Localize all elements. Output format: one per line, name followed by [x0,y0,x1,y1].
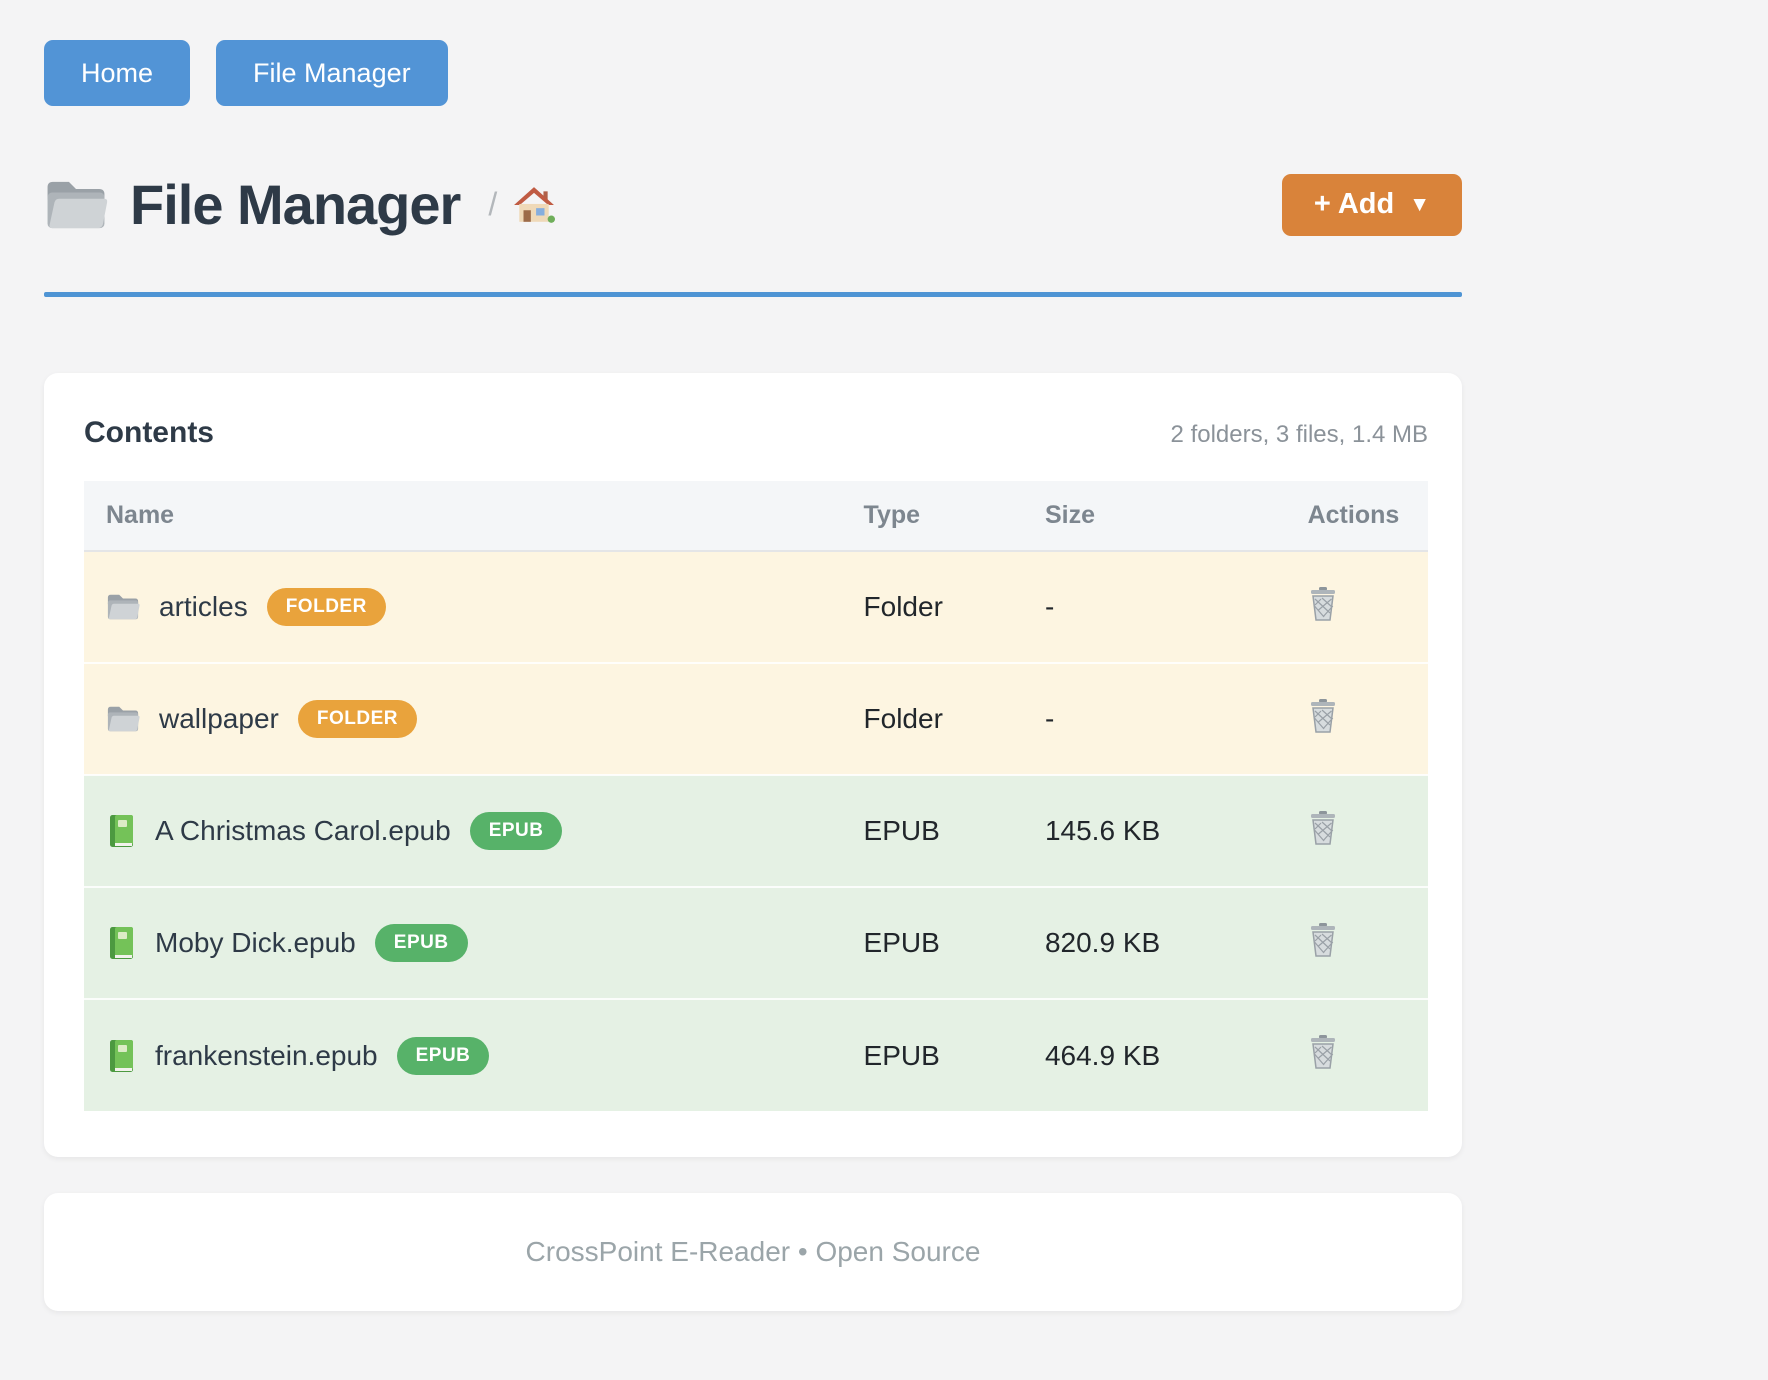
table-body: articles FOLDER Folder - [84,551,1428,1111]
book-icon [106,814,136,848]
file-name-cell: wallpaper FOLDER [84,700,864,738]
folder-icon [106,592,140,622]
delete-button[interactable] [1308,698,1338,736]
delete-button[interactable] [1308,922,1338,960]
book-icon [106,1039,136,1073]
book-icon [106,926,136,960]
home-button[interactable]: Home [44,40,191,106]
file-name[interactable]: wallpaper [159,703,279,734]
caret-down-icon: ▼ [1409,192,1430,216]
page-header: File Manager / + Add ▼ [44,172,1462,237]
contents-summary: 2 folders, 3 files, 1.4 MB [1170,421,1428,448]
file-name[interactable]: A Christmas Carol.epub [155,815,451,846]
file-badge: FOLDER [297,700,417,738]
footer-card: CrossPoint E-Reader • Open Source [44,1193,1462,1311]
table-row: A Christmas Carol.epub EPUB EPUB 145.6 K… [84,774,1428,887]
contents-title: Contents [84,416,214,449]
file-size: 464.9 KB [1044,998,1294,1111]
contents-card-header: Contents 2 folders, 3 files, 1.4 MB [84,415,1428,451]
file-badge: EPUB [396,1036,490,1075]
column-header-actions: Actions [1293,481,1428,552]
footer-text: CrossPoint E-Reader • Open Source [525,1236,981,1267]
column-header-type: Type [863,481,1045,552]
page-title: File Manager [130,173,461,236]
header-divider [44,292,1462,297]
file-type: EPUB [863,774,1045,887]
page-container: Home File Manager File Manager / [44,0,1462,1311]
file-badge: FOLDER [266,588,386,626]
file-badge: EPUB [374,924,468,962]
folder-icon [106,704,140,734]
home-icon[interactable] [513,186,556,224]
file-name-cell: frankenstein.epub EPUB [84,1036,864,1075]
file-size: 145.6 KB [1044,774,1294,887]
folder-icon [44,178,108,232]
table-row: Moby Dick.epub EPUB EPUB 820.9 KB [84,886,1428,999]
title-group: File Manager / [44,172,556,237]
file-name[interactable]: articles [159,591,248,622]
file-name-cell: Moby Dick.epub EPUB [84,924,864,962]
breadcrumb-separator: / [488,186,498,222]
trash-icon [1308,810,1338,848]
file-name-cell: A Christmas Carol.epub EPUB [84,812,864,850]
delete-button[interactable] [1308,1035,1338,1072]
table-row: frankenstein.epub EPUB EPUB 464.9 KB [84,998,1428,1111]
file-size: - [1044,551,1294,663]
file-name[interactable]: Moby Dick.epub [155,927,356,958]
contents-table: Name Type Size Actions articles [84,481,1428,1111]
delete-button[interactable] [1308,810,1338,848]
top-navigation: Home File Manager [44,0,1462,106]
file-type: Folder [863,662,1045,775]
trash-icon [1308,698,1338,736]
column-header-size: Size [1044,481,1294,552]
file-size: - [1044,662,1294,775]
trash-icon [1308,922,1338,960]
delete-button[interactable] [1308,586,1338,624]
trash-icon [1308,586,1338,624]
file-badge: EPUB [469,812,563,850]
contents-card: Contents 2 folders, 3 files, 1.4 MB Name… [44,373,1462,1157]
table-row: wallpaper FOLDER Folder - [84,662,1428,775]
table-row: articles FOLDER Folder - [84,551,1428,663]
file-size: 820.9 KB [1044,886,1294,999]
add-button-label: + Add [1313,188,1395,220]
add-button[interactable]: + Add ▼ [1281,173,1462,236]
file-manager-button[interactable]: File Manager [216,40,448,106]
file-name-cell: articles FOLDER [84,588,864,626]
file-name[interactable]: frankenstein.epub [155,1039,378,1071]
column-header-name: Name [84,481,864,552]
file-type: EPUB [863,886,1045,999]
file-type: EPUB [863,998,1045,1111]
table-header-row: Name Type Size Actions [84,481,1428,552]
trash-icon [1308,1035,1338,1072]
file-type: Folder [863,551,1045,663]
